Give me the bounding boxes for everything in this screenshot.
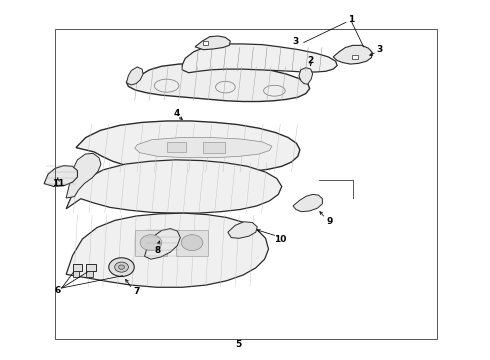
Text: 8: 8 <box>155 246 161 255</box>
Polygon shape <box>299 68 313 84</box>
Polygon shape <box>333 45 372 64</box>
Polygon shape <box>145 229 180 259</box>
Bar <box>55 29 437 339</box>
Polygon shape <box>167 142 186 152</box>
Polygon shape <box>352 55 358 59</box>
Polygon shape <box>135 138 272 158</box>
Circle shape <box>140 235 162 251</box>
Text: 11: 11 <box>51 179 64 188</box>
Polygon shape <box>228 222 257 238</box>
Polygon shape <box>73 271 79 277</box>
Polygon shape <box>73 264 82 271</box>
Text: 5: 5 <box>236 341 242 349</box>
Polygon shape <box>86 271 93 277</box>
Polygon shape <box>86 264 96 271</box>
Polygon shape <box>293 194 322 212</box>
Polygon shape <box>66 153 101 198</box>
Polygon shape <box>203 142 225 153</box>
Text: 6: 6 <box>55 287 61 295</box>
Text: 10: 10 <box>274 235 287 243</box>
Text: 4: 4 <box>173 109 180 118</box>
Polygon shape <box>44 166 77 186</box>
Polygon shape <box>135 230 167 256</box>
Polygon shape <box>195 36 230 50</box>
Polygon shape <box>76 121 300 174</box>
Polygon shape <box>126 63 310 102</box>
Text: 2: 2 <box>308 56 314 65</box>
Text: 7: 7 <box>133 287 140 296</box>
Text: 3: 3 <box>293 37 299 46</box>
Polygon shape <box>176 230 208 256</box>
Polygon shape <box>203 41 208 45</box>
Text: 1: 1 <box>348 15 354 24</box>
Polygon shape <box>182 44 337 73</box>
Polygon shape <box>126 67 143 85</box>
Text: 3: 3 <box>377 45 383 54</box>
Circle shape <box>119 265 124 269</box>
Polygon shape <box>66 160 282 213</box>
Circle shape <box>109 258 134 276</box>
Text: 9: 9 <box>326 216 333 225</box>
Polygon shape <box>66 213 269 287</box>
Circle shape <box>115 262 128 272</box>
Circle shape <box>181 235 203 251</box>
